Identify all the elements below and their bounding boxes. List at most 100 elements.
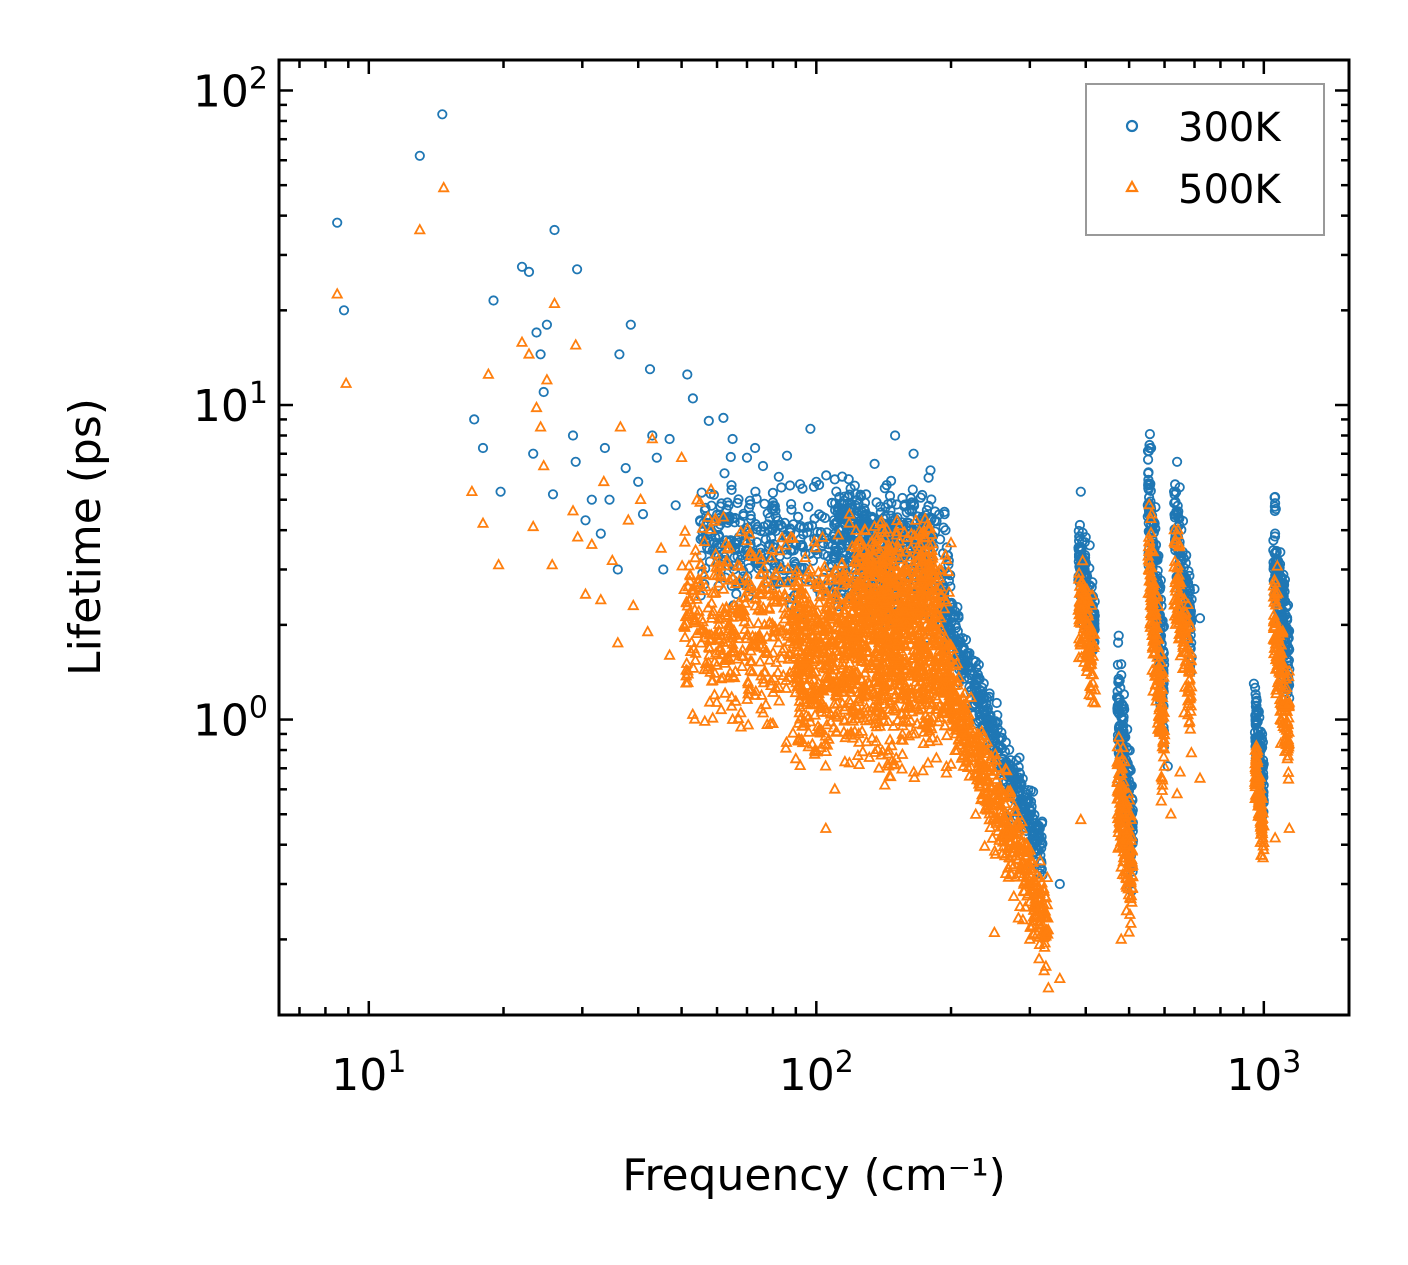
point-500k — [863, 750, 876, 762]
point-500k — [712, 612, 726, 624]
point-300k — [829, 474, 840, 485]
point-300k — [805, 423, 816, 434]
point-500k — [884, 577, 897, 589]
point-500k — [990, 816, 1003, 828]
point-500k — [1074, 603, 1088, 615]
point-500k — [872, 641, 886, 653]
point-500k — [704, 522, 718, 534]
point-500k — [881, 546, 895, 559]
point-500k — [975, 741, 988, 753]
point-500k — [810, 745, 824, 757]
point-300k — [848, 510, 860, 521]
point-300k — [744, 495, 756, 506]
point-500k — [808, 708, 822, 720]
point-500k — [891, 649, 904, 661]
point-500k — [678, 582, 691, 594]
point-300k — [965, 670, 976, 681]
point-500k — [929, 582, 942, 595]
point-500k — [889, 622, 902, 634]
point-500k — [828, 589, 841, 601]
point-300k — [984, 691, 995, 703]
point-500k — [970, 762, 983, 774]
point-300k — [859, 505, 870, 516]
point-300k — [731, 588, 742, 600]
point-500k — [951, 675, 964, 687]
point-500k — [856, 745, 869, 757]
point-500k — [1117, 822, 1130, 835]
point-500k — [811, 725, 824, 737]
point-500k — [690, 592, 703, 604]
point-300k — [1144, 428, 1156, 440]
point-500k — [702, 656, 715, 668]
point-500k — [915, 572, 928, 584]
point-300k — [1176, 550, 1187, 562]
point-300k — [469, 414, 480, 425]
point-300k — [767, 497, 779, 508]
point-300k — [1112, 686, 1123, 697]
point-500k — [969, 807, 982, 819]
point-300k — [1143, 468, 1154, 479]
point-500k — [875, 748, 888, 760]
point-500k — [744, 683, 757, 695]
point-500k — [844, 725, 858, 737]
point-300k — [818, 549, 830, 560]
point-500k — [971, 727, 984, 739]
point-500k — [919, 708, 932, 720]
point-500k — [843, 693, 856, 705]
point-500k — [1125, 889, 1138, 901]
point-500k — [744, 545, 757, 557]
point-500k — [1021, 861, 1034, 873]
point-500k — [936, 684, 949, 696]
point-300k — [586, 494, 597, 505]
point-500k — [790, 564, 803, 576]
point-500k — [1086, 695, 1100, 707]
point-500k — [1076, 554, 1089, 566]
point-500k — [984, 820, 997, 832]
point-500k — [755, 583, 768, 595]
point-500k — [924, 654, 937, 666]
point-500k — [807, 688, 820, 700]
point-500k — [894, 579, 907, 591]
point-300k — [750, 486, 761, 497]
point-500k — [919, 531, 932, 543]
point-500k — [949, 658, 962, 671]
point-300k — [907, 484, 918, 495]
point-500k — [779, 538, 792, 550]
point-500k — [1125, 855, 1138, 867]
point-500k — [1123, 845, 1136, 858]
point-500k — [909, 513, 923, 525]
point-500k — [695, 636, 708, 648]
point-500k — [877, 537, 890, 549]
point-500k — [723, 540, 736, 552]
point-500k — [835, 557, 848, 569]
point-500k — [786, 726, 800, 738]
point-500k — [694, 624, 707, 636]
point-500k — [817, 565, 831, 577]
point-300k — [788, 519, 799, 530]
point-300k — [725, 451, 736, 463]
point-500k — [760, 644, 773, 656]
point-500k — [678, 524, 692, 536]
point-500k — [868, 675, 881, 687]
point-500k — [989, 747, 1002, 759]
point-500k — [840, 636, 854, 648]
point-500k — [726, 571, 740, 583]
point-500k — [948, 649, 961, 661]
point-500k — [1032, 952, 1046, 964]
point-500k — [873, 516, 887, 529]
point-500k — [795, 644, 808, 656]
point-300k — [567, 430, 579, 441]
point-500k — [881, 757, 894, 769]
point-500k — [815, 695, 828, 707]
point-500k — [1037, 881, 1050, 894]
point-500k — [1020, 869, 1033, 881]
point-300k — [580, 515, 591, 526]
point-500k — [792, 575, 805, 587]
point-500k — [1081, 601, 1094, 613]
point-500k — [923, 538, 936, 550]
point-500k — [796, 735, 809, 748]
point-500k — [1118, 847, 1132, 859]
point-500k — [796, 617, 809, 629]
point-500k — [1119, 810, 1132, 822]
point-500k — [742, 718, 755, 730]
